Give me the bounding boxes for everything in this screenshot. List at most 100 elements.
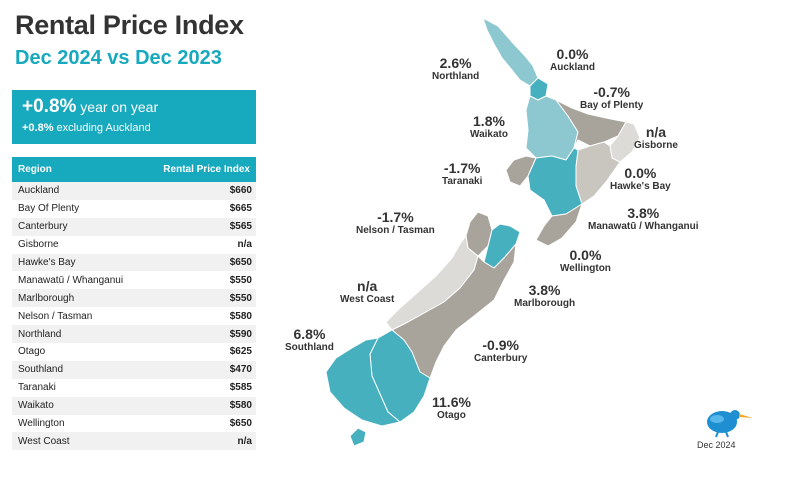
label-manawatu: 3.8% Manawatū / Whanganui <box>588 205 699 232</box>
table-row: Manawatū / Whanganui $550 <box>12 271 256 290</box>
name-manawatu: Manawatū / Whanganui <box>588 221 699 232</box>
pct-northland: 2.6% <box>439 55 472 71</box>
region-name: Canterbury <box>18 221 68 233</box>
pct-auckland: 0.0% <box>556 46 589 62</box>
region-value: $550 <box>229 274 252 286</box>
region-name: Waikato <box>18 400 54 412</box>
pct-bay-of-plenty: -0.7% <box>593 84 630 100</box>
label-nelson-tasman: -1.7% Nelson / Tasman <box>356 209 435 236</box>
rental-table: Region Rental Price Index Auckland $660 B… <box>12 157 256 451</box>
name-gisborne: Gisborne <box>634 140 678 151</box>
pct-taranaki: -1.7% <box>443 160 481 176</box>
pct-waikato: 1.8% <box>473 113 505 129</box>
table-row: Northland $590 <box>12 325 256 344</box>
pct-canterbury: -0.9% <box>482 337 519 353</box>
label-canterbury: -0.9% Canterbury <box>474 337 527 364</box>
pct-hawkes-bay: 0.0% <box>624 165 657 181</box>
pct-marlborough: 3.8% <box>528 282 561 298</box>
name-otago: Otago <box>437 410 466 421</box>
label-northland: 2.6% Northland <box>432 55 479 82</box>
region-name: Nelson / Tasman <box>18 310 93 322</box>
region-name: Taranaki <box>18 382 56 394</box>
label-gisborne: n/a Gisborne <box>634 124 678 151</box>
table-header: Region Rental Price Index <box>12 157 256 182</box>
region-value: $665 <box>229 203 252 215</box>
page-subtitle: Dec 2024 vs Dec 2023 <box>15 47 222 69</box>
region-southland <box>325 337 401 427</box>
region-value: $565 <box>229 221 252 233</box>
name-bay-of-plenty: Bay of Plenty <box>580 100 644 111</box>
label-otago: 11.6% Otago <box>432 394 471 421</box>
region-name: Gisborne <box>18 239 59 251</box>
page-title: Rental Price Index <box>15 10 244 40</box>
label-waikato: 1.8% Waikato <box>470 113 508 140</box>
pct-southland: 6.8% <box>293 326 326 342</box>
name-west-coast: West Coast <box>340 294 395 305</box>
summary-sub: +0.8% excluding Auckland <box>22 122 151 134</box>
table-body: Auckland $660 Bay Of Plenty $665 Canterbur… <box>12 182 256 451</box>
pct-manawatu: 3.8% <box>627 205 660 221</box>
region-value: $650 <box>229 418 252 430</box>
name-northland: Northland <box>432 71 480 82</box>
region-name: Marlborough <box>18 292 75 304</box>
region-northland <box>482 17 539 87</box>
region-name: Manawatū / Whanganui <box>18 274 124 286</box>
region-name: Northland <box>18 328 62 340</box>
name-hawkes-bay: Hawke's Bay <box>610 181 671 192</box>
table-row: Gisborne n/a <box>12 235 256 254</box>
table-row: Bay Of Plenty $665 <box>12 199 256 218</box>
table-row: Marlborough $550 <box>12 289 256 308</box>
region-value: $580 <box>229 310 252 322</box>
region-value: n/a <box>237 239 252 251</box>
table-row: Wellington $650 <box>12 414 256 433</box>
summary-sub-value: +0.8% <box>22 122 54 134</box>
table-row: Taranaki $585 <box>12 378 256 397</box>
label-southland: 6.8% Southland <box>285 326 334 353</box>
table-row: Waikato $580 <box>12 396 256 415</box>
region-value: $550 <box>229 292 252 304</box>
region-canterbury <box>391 243 517 379</box>
region-value: $580 <box>229 400 252 412</box>
column-header-index: Rental Price Index <box>163 164 250 175</box>
region-value: $590 <box>229 328 252 340</box>
region-value: $585 <box>229 382 252 394</box>
name-waikato: Waikato <box>470 129 508 140</box>
label-auckland: 0.0% Auckland <box>550 46 595 73</box>
pct-west-coast: n/a <box>357 278 378 294</box>
table-row: Hawke's Bay $650 <box>12 253 256 272</box>
region-name: Auckland <box>18 185 60 197</box>
region-name: Wellington <box>18 418 65 430</box>
pct-nelson-tasman: -1.7% <box>377 209 414 225</box>
name-taranaki: Taranaki <box>442 176 483 187</box>
name-auckland: Auckland <box>550 62 596 73</box>
label-marlborough: 3.8% Marlborough <box>514 282 575 309</box>
stewart-island <box>349 427 367 447</box>
pct-gisborne: n/a <box>645 124 667 140</box>
summary-main-value: +0.8% <box>22 96 77 117</box>
region-name: Otago <box>18 346 46 358</box>
footer-date: Dec 2024 <box>697 440 736 450</box>
region-value: n/a <box>237 435 252 447</box>
pct-wellington: 0.0% <box>569 247 602 263</box>
region-wellington <box>535 203 583 247</box>
table-row: Nelson / Tasman $580 <box>12 307 256 326</box>
region-waikato <box>525 95 579 161</box>
name-wellington: Wellington <box>560 263 611 274</box>
region-value: $650 <box>229 257 252 268</box>
label-taranaki: -1.7% Taranaki <box>442 160 482 187</box>
name-southland: Southland <box>285 342 334 353</box>
name-canterbury: Canterbury <box>474 353 528 364</box>
region-taranaki <box>505 155 537 187</box>
table-row: West Coast n/a <box>12 432 256 451</box>
label-hawkes-bay: 0.0% Hawke's Bay <box>610 165 671 192</box>
table-row: Otago $625 <box>12 343 256 361</box>
region-name: West Coast <box>18 435 70 447</box>
summary-box: +0.8% year on year +0.8% excluding Auckl… <box>12 90 256 144</box>
label-wellington: 0.0% Wellington <box>560 247 611 274</box>
table-row: Auckland $660 <box>12 182 256 200</box>
region-name: Hawke's Bay <box>18 257 76 268</box>
summary-main: +0.8% year on year <box>22 96 158 118</box>
name-marlborough: Marlborough <box>514 298 576 309</box>
region-value: $660 <box>229 185 252 197</box>
